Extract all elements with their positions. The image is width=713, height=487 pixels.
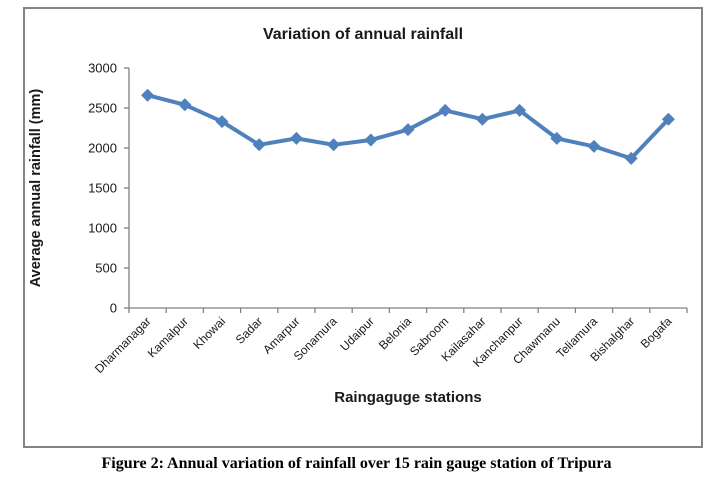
y-tick-label: 3000 xyxy=(88,61,117,76)
data-point-marker xyxy=(438,103,452,117)
y-tick-label: 500 xyxy=(95,261,117,276)
y-tick-label: 2500 xyxy=(88,101,117,116)
data-point-marker xyxy=(475,112,489,126)
chart-frame: Variation of annual rainfall Average ann… xyxy=(23,7,703,448)
data-point-marker xyxy=(215,115,229,129)
y-axis-title: Average annual rainfall (mm) xyxy=(28,89,44,288)
x-category-label: Dharmanagar xyxy=(92,314,154,376)
chart-canvas: Variation of annual rainfall Average ann… xyxy=(28,26,688,406)
data-point-marker xyxy=(252,138,266,152)
data-point-marker xyxy=(327,138,341,152)
data-point-marker xyxy=(178,98,192,112)
x-category-label: Sadar xyxy=(233,314,266,347)
data-point-marker xyxy=(550,131,564,145)
data-point-marker xyxy=(289,131,303,145)
data-point-marker xyxy=(661,112,675,126)
x-axis-title: Raingaguge stations xyxy=(334,389,482,406)
x-category-label: Khowai xyxy=(190,314,228,352)
y-tick-label: 0 xyxy=(110,301,117,316)
x-category-label: Udaipur xyxy=(337,314,377,354)
data-point-marker xyxy=(587,139,601,153)
chart-title: Variation of annual rainfall xyxy=(263,26,463,43)
y-tick-label: 2000 xyxy=(88,141,117,156)
data-point-marker xyxy=(364,133,378,147)
x-category-label: Kamalpur xyxy=(145,314,191,360)
data-point-marker xyxy=(624,151,638,165)
figure-caption: Figure 2: Annual variation of rainfall o… xyxy=(101,455,612,472)
data-point-marker xyxy=(141,88,155,102)
data-point-marker xyxy=(401,123,415,137)
y-tick-label: 1500 xyxy=(88,181,117,196)
data-point-marker xyxy=(513,103,527,117)
y-tick-label: 1000 xyxy=(88,221,117,236)
x-category-label: Bogafa xyxy=(638,314,675,351)
